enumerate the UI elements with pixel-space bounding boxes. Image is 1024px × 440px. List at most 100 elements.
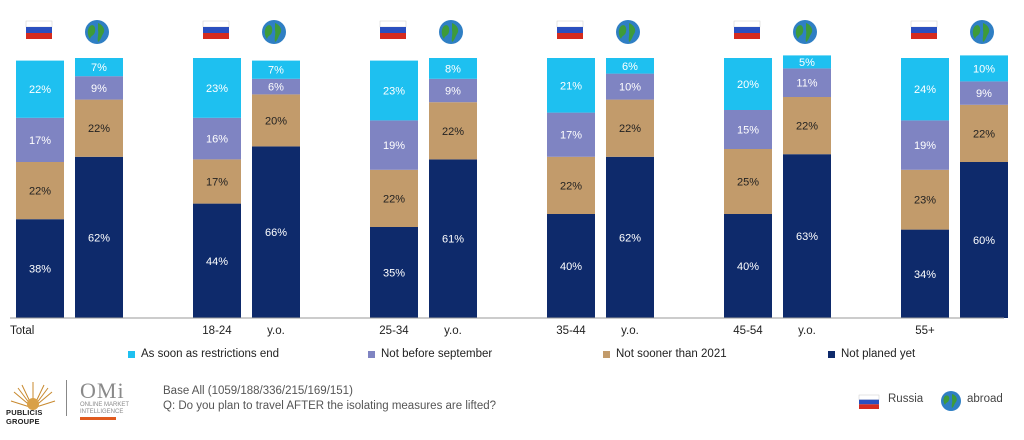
bar-segment	[370, 60, 418, 121]
bar-segment	[370, 169, 418, 227]
globe-icon	[439, 20, 463, 44]
bar-segment	[429, 78, 477, 103]
bar-segment	[252, 60, 300, 79]
publicis-line2: GROUPE	[6, 417, 40, 426]
bar-segment	[901, 229, 949, 318]
data-label: 23%	[914, 195, 936, 207]
bar-segment	[960, 104, 1008, 162]
data-label: 6%	[268, 82, 284, 94]
x-tick-label: 35-44	[556, 325, 586, 337]
bar-segment	[370, 227, 418, 318]
data-label: 22%	[796, 121, 818, 133]
x-tick-label: y.o.	[267, 325, 285, 337]
bar-segment	[75, 58, 123, 77]
data-label: 63%	[796, 231, 818, 243]
publicis-lion-logo	[10, 382, 56, 410]
data-label: 22%	[29, 186, 51, 198]
legend-label: Not sooner than 2021	[616, 348, 727, 360]
russia-flag-icon	[379, 20, 407, 39]
bar-segment	[429, 58, 477, 79]
brand-divider	[66, 380, 67, 416]
bar-segment	[75, 76, 123, 100]
data-label: 35%	[383, 268, 405, 280]
bar-segment	[960, 162, 1008, 318]
data-label: 9%	[445, 86, 461, 98]
data-label: 22%	[442, 126, 464, 138]
bar-segment	[901, 120, 949, 170]
bar-segment	[193, 58, 241, 118]
chart-note: Base All (1059/188/336/215/169/151) Q: D…	[163, 384, 496, 414]
data-label: 22%	[88, 123, 110, 135]
data-label: 17%	[206, 177, 228, 189]
bar-segment	[193, 203, 241, 318]
data-label: 20%	[265, 115, 287, 127]
bar-segment	[724, 149, 772, 214]
x-tick-label: y.o.	[444, 325, 462, 337]
russia-flag-icon	[202, 20, 230, 39]
globe-icon	[941, 391, 961, 411]
legend-item: As soon as restrictions end	[128, 348, 279, 360]
bar-segment	[901, 169, 949, 230]
data-label: 15%	[737, 125, 759, 137]
bar-segment	[429, 102, 477, 160]
data-label: 10%	[619, 82, 641, 94]
russia-flag-icon	[556, 20, 584, 39]
data-label: 22%	[973, 128, 995, 140]
x-tick-label: 45-54	[733, 325, 763, 337]
footer: PUBLICIS GROUPE OMi ONLINE MARKET INTELL…	[0, 372, 1024, 440]
publicis-wordmark: PUBLICIS GROUPE	[6, 408, 43, 426]
x-tick-label: 55+	[915, 325, 935, 337]
data-label: 7%	[91, 62, 107, 74]
data-label: 22%	[383, 193, 405, 205]
legend-item: Not sooner than 2021	[603, 348, 727, 360]
bar-segment	[783, 154, 831, 318]
russia-flag-icon	[25, 20, 53, 39]
bar-segment	[16, 219, 64, 318]
data-label: 22%	[29, 84, 51, 96]
bar-segment	[429, 159, 477, 318]
data-label: 23%	[206, 83, 228, 95]
bar-segment	[75, 99, 123, 157]
legend: As soon as restrictions end Not before se…	[128, 348, 928, 364]
bar-segment	[547, 112, 595, 157]
bar-segment	[606, 73, 654, 100]
data-label: 60%	[973, 235, 995, 247]
x-tick-label: 25-34	[379, 325, 409, 337]
legend-swatch	[368, 350, 375, 358]
legend-swatch	[603, 350, 610, 358]
legend-label: Not planed yet	[841, 348, 916, 360]
data-label: 38%	[29, 264, 51, 276]
stacked-bar-chart: 38% 22% 17% 22% 62% 22% 9% 7% 44% 17% 16% 23% 66% 20%…	[10, 20, 1008, 337]
data-label: 25%	[737, 177, 759, 189]
bar-segment	[724, 58, 772, 110]
legend-swatch	[828, 350, 835, 358]
globe-icon	[616, 20, 640, 44]
bar-segment	[606, 156, 654, 318]
legend-swatch	[128, 350, 135, 358]
legend-russia-label: Russia	[888, 393, 924, 405]
bar-segment	[193, 159, 241, 204]
data-label: 40%	[737, 261, 759, 273]
bar-segment	[547, 58, 595, 113]
bar-segment	[960, 55, 1008, 82]
data-label: 19%	[383, 140, 405, 152]
data-label: 62%	[88, 232, 110, 244]
x-tick-label: y.o.	[621, 325, 639, 337]
data-label: 23%	[383, 86, 405, 98]
bar-segment	[724, 214, 772, 318]
bar-segment	[960, 81, 1008, 105]
bar-segment	[370, 120, 418, 170]
data-label: 17%	[29, 135, 51, 147]
omi-accent-bar	[80, 417, 116, 420]
bar-segment	[252, 94, 300, 147]
omi-wordmark: OMi	[80, 378, 125, 403]
data-label: 6%	[622, 61, 638, 73]
bar-segment	[16, 117, 64, 162]
omi-subtitle: ONLINE MARKET INTELLIGENCE	[80, 402, 129, 415]
russia-flag-icon	[733, 20, 761, 39]
data-label: 44%	[206, 256, 228, 268]
x-tick-label: y.o.	[798, 325, 816, 337]
data-label: 9%	[976, 88, 992, 100]
x-tick-label: 18-24	[202, 325, 232, 337]
bar-segment	[16, 60, 64, 118]
